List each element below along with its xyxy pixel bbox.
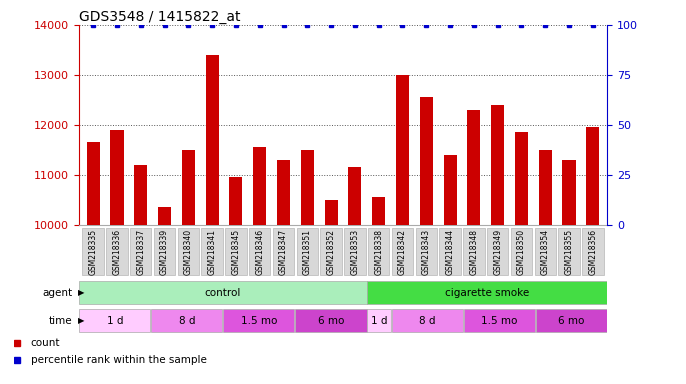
FancyBboxPatch shape — [463, 228, 484, 275]
Text: GSM218356: GSM218356 — [589, 228, 598, 275]
Bar — [110, 130, 123, 225]
Text: GSM218336: GSM218336 — [113, 228, 121, 275]
FancyBboxPatch shape — [80, 281, 366, 304]
Text: GSM218342: GSM218342 — [398, 228, 407, 275]
Bar — [467, 110, 480, 225]
Text: 1.5 mo: 1.5 mo — [241, 316, 277, 326]
FancyBboxPatch shape — [224, 310, 294, 332]
FancyBboxPatch shape — [82, 228, 104, 275]
Bar — [158, 207, 171, 225]
Text: GSM218351: GSM218351 — [303, 228, 312, 275]
Bar — [587, 127, 600, 225]
FancyBboxPatch shape — [558, 228, 580, 275]
Text: 1.5 mo: 1.5 mo — [481, 316, 517, 326]
Bar — [563, 160, 576, 225]
FancyBboxPatch shape — [368, 281, 606, 304]
Bar — [134, 165, 147, 225]
Text: 1 d: 1 d — [106, 316, 123, 326]
Text: GSM218354: GSM218354 — [541, 228, 549, 275]
Text: 6 mo: 6 mo — [558, 316, 584, 326]
Text: GSM218347: GSM218347 — [279, 228, 288, 275]
Text: GSM218344: GSM218344 — [446, 228, 455, 275]
FancyBboxPatch shape — [202, 228, 223, 275]
FancyBboxPatch shape — [368, 310, 390, 332]
FancyBboxPatch shape — [511, 228, 532, 275]
FancyBboxPatch shape — [152, 310, 222, 332]
FancyBboxPatch shape — [80, 310, 150, 332]
Text: 8 d: 8 d — [178, 316, 196, 326]
Text: ▶: ▶ — [78, 316, 84, 325]
Bar — [206, 55, 219, 225]
Text: GSM218350: GSM218350 — [517, 228, 526, 275]
Bar — [396, 75, 409, 225]
Text: GDS3548 / 1415822_at: GDS3548 / 1415822_at — [79, 10, 240, 24]
FancyBboxPatch shape — [178, 228, 199, 275]
FancyBboxPatch shape — [344, 228, 366, 275]
Text: cigarette smoke: cigarette smoke — [445, 288, 529, 298]
Text: GSM218355: GSM218355 — [565, 228, 573, 275]
Text: 8 d: 8 d — [418, 316, 436, 326]
Text: GSM218338: GSM218338 — [374, 228, 383, 275]
Bar — [300, 150, 314, 225]
FancyBboxPatch shape — [487, 228, 508, 275]
Text: GSM218337: GSM218337 — [137, 228, 145, 275]
FancyBboxPatch shape — [296, 310, 366, 332]
Text: GSM218341: GSM218341 — [208, 228, 217, 275]
Bar — [372, 197, 386, 225]
FancyBboxPatch shape — [416, 228, 437, 275]
Bar — [253, 147, 266, 225]
Text: GSM218352: GSM218352 — [327, 228, 335, 275]
Text: percentile rank within the sample: percentile rank within the sample — [31, 355, 206, 365]
FancyBboxPatch shape — [273, 228, 294, 275]
Bar — [86, 142, 99, 225]
FancyBboxPatch shape — [368, 228, 390, 275]
FancyBboxPatch shape — [439, 228, 461, 275]
Text: 1 d: 1 d — [370, 316, 388, 326]
Bar — [324, 200, 338, 225]
Text: GSM218339: GSM218339 — [160, 228, 169, 275]
FancyBboxPatch shape — [536, 310, 606, 332]
FancyBboxPatch shape — [320, 228, 342, 275]
Text: GSM218349: GSM218349 — [493, 228, 502, 275]
Bar — [182, 150, 195, 225]
Bar — [420, 98, 433, 225]
Bar — [348, 167, 362, 225]
FancyBboxPatch shape — [582, 228, 604, 275]
FancyBboxPatch shape — [130, 228, 152, 275]
Bar — [515, 132, 528, 225]
FancyBboxPatch shape — [392, 228, 413, 275]
Text: GSM218343: GSM218343 — [422, 228, 431, 275]
Bar — [539, 150, 552, 225]
Text: time: time — [49, 316, 72, 326]
FancyBboxPatch shape — [534, 228, 556, 275]
FancyBboxPatch shape — [392, 310, 462, 332]
Text: 6 mo: 6 mo — [318, 316, 344, 326]
Text: agent: agent — [42, 288, 72, 298]
Bar — [491, 105, 504, 225]
FancyBboxPatch shape — [154, 228, 175, 275]
FancyBboxPatch shape — [106, 228, 128, 275]
Text: ▶: ▶ — [78, 288, 84, 297]
Bar — [444, 155, 457, 225]
Text: GSM218335: GSM218335 — [88, 228, 97, 275]
Text: GSM218340: GSM218340 — [184, 228, 193, 275]
Bar — [277, 160, 290, 225]
FancyBboxPatch shape — [296, 228, 318, 275]
FancyBboxPatch shape — [225, 228, 247, 275]
Bar — [229, 177, 242, 225]
Text: GSM218348: GSM218348 — [469, 228, 478, 275]
Text: GSM218353: GSM218353 — [351, 228, 359, 275]
Text: GSM218345: GSM218345 — [231, 228, 240, 275]
Text: count: count — [31, 338, 60, 348]
FancyBboxPatch shape — [249, 228, 270, 275]
FancyBboxPatch shape — [464, 310, 534, 332]
Text: control: control — [204, 288, 241, 298]
Text: GSM218346: GSM218346 — [255, 228, 264, 275]
